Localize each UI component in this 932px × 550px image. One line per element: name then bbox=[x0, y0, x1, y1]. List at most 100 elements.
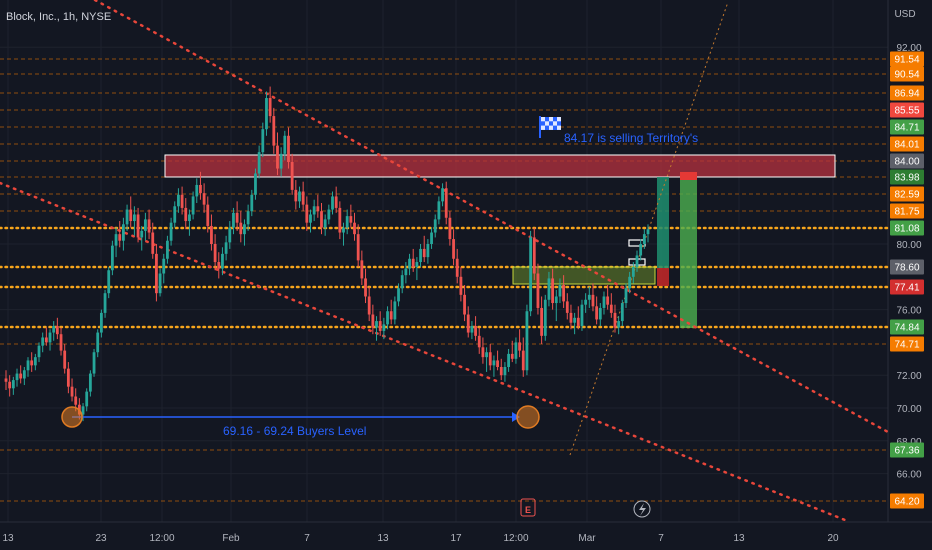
price-axis[interactable]: USD 92.00 80.00 76.00 72.00 70.00 68.00 66.00 9… bbox=[890, 9, 924, 509]
candle-body bbox=[411, 258, 415, 267]
candle-body bbox=[232, 212, 235, 228]
price-tag-label: 83.98 bbox=[894, 173, 919, 184]
candle-body bbox=[92, 352, 96, 374]
candle-body bbox=[613, 312, 617, 328]
candle-body bbox=[261, 129, 265, 153]
candle-body bbox=[217, 262, 221, 269]
candle-body bbox=[125, 209, 129, 225]
candle-body bbox=[455, 258, 459, 277]
flag-icon bbox=[539, 116, 561, 138]
candle-body bbox=[8, 381, 12, 389]
candle-body bbox=[466, 314, 470, 333]
candle-body bbox=[529, 237, 533, 312]
price-tag bbox=[890, 153, 924, 169]
chart-annotations: 84.17 is selling Territory's 69.16 - 69.… bbox=[61, 116, 698, 518]
candle-body bbox=[360, 260, 364, 279]
price-tag bbox=[890, 119, 924, 135]
candle-body bbox=[338, 207, 342, 233]
candle-body bbox=[492, 360, 496, 366]
price-tag bbox=[890, 203, 924, 219]
projection-top bbox=[680, 172, 697, 180]
candle-body bbox=[250, 194, 254, 212]
candle-body bbox=[272, 116, 276, 146]
candle-body bbox=[191, 196, 195, 215]
candle-body bbox=[202, 193, 206, 205]
candle-body bbox=[4, 378, 8, 382]
candle-body bbox=[26, 360, 30, 371]
candle-body bbox=[606, 296, 610, 305]
candle-body bbox=[382, 324, 386, 331]
candle-body bbox=[646, 229, 650, 235]
candle-body bbox=[628, 276, 632, 289]
price-tag-label: 85.55 bbox=[894, 106, 919, 117]
candle-body bbox=[345, 216, 349, 228]
candle-body bbox=[639, 244, 643, 256]
price-tag-label: 91.54 bbox=[894, 55, 919, 66]
chart-grid bbox=[0, 0, 932, 523]
arrow-head bbox=[512, 412, 520, 422]
candle-body bbox=[298, 191, 301, 202]
candle-body bbox=[44, 337, 48, 343]
projection-box bbox=[680, 177, 697, 328]
zone-boxes bbox=[164, 154, 836, 328]
candle-body bbox=[162, 258, 166, 274]
candle-body bbox=[554, 296, 558, 304]
candle-body bbox=[287, 135, 290, 162]
price-tag bbox=[890, 85, 924, 101]
candle-body bbox=[415, 262, 419, 267]
candle-body bbox=[316, 206, 320, 212]
candle-body bbox=[426, 244, 430, 258]
candle-body bbox=[620, 303, 624, 322]
price-tag-label: 84.71 bbox=[894, 123, 919, 134]
candle-body bbox=[331, 196, 334, 210]
price-tag-label: 81.75 bbox=[894, 207, 919, 218]
candle-body bbox=[254, 173, 257, 195]
candle-body bbox=[301, 191, 305, 205]
candle-body bbox=[110, 245, 114, 271]
price-tag bbox=[890, 102, 924, 118]
candle-body bbox=[133, 214, 136, 222]
candle-body bbox=[389, 311, 393, 320]
flag-check bbox=[557, 125, 561, 130]
candle-body bbox=[294, 189, 298, 202]
candle-body bbox=[147, 219, 151, 233]
candle-body bbox=[477, 335, 481, 348]
time-tick-label: 7 bbox=[304, 533, 310, 544]
candle-body bbox=[635, 255, 639, 267]
price-tag bbox=[890, 136, 924, 152]
candle-body bbox=[173, 206, 177, 223]
candle-body bbox=[114, 234, 118, 246]
trend-lines bbox=[0, 0, 890, 522]
candle-body bbox=[327, 209, 331, 220]
position-profit-box bbox=[657, 177, 669, 268]
candle-body bbox=[481, 347, 485, 358]
candle-body bbox=[609, 304, 613, 313]
candle-body bbox=[602, 296, 606, 308]
candle-body bbox=[576, 317, 580, 326]
candle-body bbox=[19, 373, 23, 379]
candle-body bbox=[268, 98, 272, 117]
candle-body bbox=[400, 275, 404, 289]
time-axis[interactable]: 13 23 12:00 Feb 7 13 17 12:00 Mar 7 13 20 bbox=[2, 533, 839, 544]
candle-body bbox=[507, 353, 510, 367]
price-tag bbox=[890, 259, 924, 275]
candle-body bbox=[30, 360, 34, 366]
swing-low-marker bbox=[61, 406, 83, 428]
candle-body bbox=[66, 368, 70, 387]
candle-body bbox=[52, 326, 56, 333]
candle-body bbox=[543, 299, 547, 336]
candle-body bbox=[404, 268, 408, 276]
price-level-lines bbox=[0, 58, 890, 502]
candle-body bbox=[408, 258, 411, 269]
candle-body bbox=[397, 288, 400, 302]
candle-body bbox=[107, 270, 111, 294]
candle-body bbox=[459, 276, 463, 295]
lightning-bolt bbox=[639, 503, 646, 516]
symbol-title: Block, Inc., 1h, NYSE bbox=[6, 11, 111, 23]
price-tick-label: 92.00 bbox=[896, 43, 921, 54]
candle-body bbox=[437, 201, 441, 220]
candle-body bbox=[206, 204, 210, 226]
candle-body bbox=[547, 278, 551, 300]
candle-body bbox=[103, 293, 107, 313]
